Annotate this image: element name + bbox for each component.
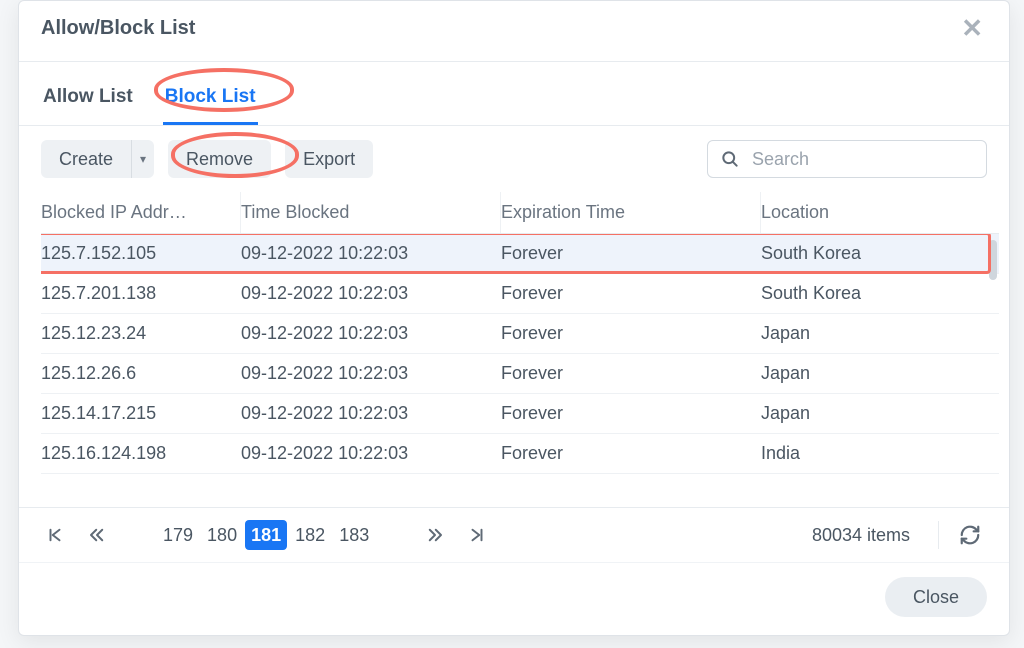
toolbar: Create ▾ Remove Export xyxy=(19,126,1009,192)
cell-blocked: 09-12-2022 10:22:03 xyxy=(241,274,501,313)
cell-location: Japan xyxy=(761,394,999,433)
table-header: Blocked IP Addr… Time Blocked Expiration… xyxy=(41,192,999,234)
cell-expires: Forever xyxy=(501,434,761,473)
remove-button[interactable]: Remove xyxy=(168,140,271,178)
pager-page[interactable]: 180 xyxy=(201,520,243,550)
tab-block-list[interactable]: Block List xyxy=(163,86,258,125)
cell-expires: Forever xyxy=(501,274,761,313)
create-caret-icon[interactable]: ▾ xyxy=(132,140,154,178)
create-button-label: Create xyxy=(41,140,132,178)
cell-location: South Korea xyxy=(761,234,999,273)
table-row[interactable]: 125.14.17.21509-12-2022 10:22:03ForeverJ… xyxy=(41,394,999,434)
col-location[interactable]: Location xyxy=(761,192,999,233)
search-input[interactable] xyxy=(750,148,974,171)
cell-blocked: 09-12-2022 10:22:03 xyxy=(241,314,501,353)
pager-page[interactable]: 181 xyxy=(245,520,287,550)
close-button[interactable]: Close xyxy=(885,577,987,617)
dialog-title: Allow/Block List xyxy=(41,17,957,40)
col-time[interactable]: Time Blocked xyxy=(241,192,501,233)
cell-ip: 125.12.23.24 xyxy=(41,314,241,353)
cell-blocked: 09-12-2022 10:22:03 xyxy=(241,394,501,433)
tab-allow-list[interactable]: Allow List xyxy=(41,86,135,125)
pager-last-icon[interactable] xyxy=(463,521,491,549)
close-icon[interactable]: ✕ xyxy=(957,15,987,41)
cell-location: India xyxy=(761,434,999,473)
export-button[interactable]: Export xyxy=(285,140,373,178)
pager-page[interactable]: 183 xyxy=(333,520,375,550)
search-icon xyxy=(720,149,740,169)
pager-next-icon[interactable] xyxy=(421,521,449,549)
table-row[interactable]: 125.12.23.2409-12-2022 10:22:03ForeverJa… xyxy=(41,314,999,354)
cell-expires: Forever xyxy=(501,354,761,393)
col-expires[interactable]: Expiration Time xyxy=(501,192,761,233)
cell-blocked: 09-12-2022 10:22:03 xyxy=(241,434,501,473)
table-body: 125.7.152.10509-12-2022 10:22:03ForeverS… xyxy=(41,234,999,507)
refresh-icon[interactable] xyxy=(953,518,987,552)
dialog-footer: Close xyxy=(19,562,1009,635)
pager-first-icon[interactable] xyxy=(41,521,69,549)
cell-ip: 125.12.26.6 xyxy=(41,354,241,393)
cell-ip: 125.7.201.138 xyxy=(41,274,241,313)
cell-ip: 125.14.17.215 xyxy=(41,394,241,433)
table: Blocked IP Addr… Time Blocked Expiration… xyxy=(19,192,1009,507)
pager-total: 80034 items xyxy=(812,525,924,546)
table-row[interactable]: 125.12.26.609-12-2022 10:22:03ForeverJap… xyxy=(41,354,999,394)
pager: 179180181182183 80034 items xyxy=(19,507,1009,562)
cell-expires: Forever xyxy=(501,394,761,433)
cell-ip: 125.16.124.198 xyxy=(41,434,241,473)
table-row[interactable]: 125.7.152.10509-12-2022 10:22:03ForeverS… xyxy=(41,234,999,274)
pager-page[interactable]: 182 xyxy=(289,520,331,550)
scrollbar-thumb[interactable] xyxy=(989,240,997,280)
tab-bar: Allow List Block List xyxy=(19,62,1009,126)
search-box[interactable] xyxy=(707,140,987,178)
cell-expires: Forever xyxy=(501,234,761,273)
pager-page[interactable]: 179 xyxy=(157,520,199,550)
cell-blocked: 09-12-2022 10:22:03 xyxy=(241,354,501,393)
pager-prev-icon[interactable] xyxy=(83,521,111,549)
cell-location: Japan xyxy=(761,354,999,393)
dialog-header: Allow/Block List ✕ xyxy=(19,1,1009,62)
cell-location: South Korea xyxy=(761,274,999,313)
allow-block-dialog: Allow/Block List ✕ Allow List Block List… xyxy=(18,0,1010,636)
cell-location: Japan xyxy=(761,314,999,353)
cell-blocked: 09-12-2022 10:22:03 xyxy=(241,234,501,273)
cell-ip: 125.7.152.105 xyxy=(41,234,241,273)
col-ip[interactable]: Blocked IP Addr… xyxy=(41,192,241,233)
table-row[interactable]: 125.16.124.19809-12-2022 10:22:03Forever… xyxy=(41,434,999,474)
create-button[interactable]: Create ▾ xyxy=(41,140,154,178)
table-row[interactable]: 125.7.201.13809-12-2022 10:22:03ForeverS… xyxy=(41,274,999,314)
cell-expires: Forever xyxy=(501,314,761,353)
